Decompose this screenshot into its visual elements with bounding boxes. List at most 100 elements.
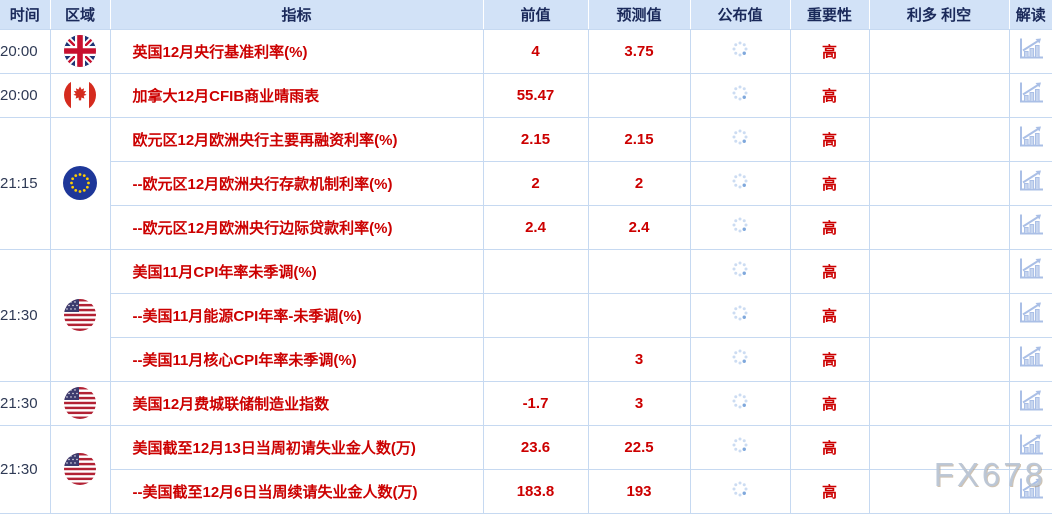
- forecast-value-cell: 2.4: [587, 204, 691, 250]
- time-cell: 20:00: [0, 72, 51, 118]
- indicator-cell: --美国截至12月6日当周续请失业金人数(万): [110, 468, 484, 514]
- interpretation-chart-button[interactable]: [1018, 477, 1044, 500]
- bar-chart-trend-icon: [1019, 213, 1044, 235]
- united-states-flag-icon: [64, 387, 96, 419]
- importance-cell: 高: [789, 292, 870, 338]
- bar-chart-trend-icon: [1019, 345, 1044, 367]
- interpretation-cell: [1008, 424, 1052, 470]
- importance-cell: 高: [789, 28, 870, 74]
- time-cell: 21:30: [0, 248, 51, 382]
- time-cell: 21:30: [0, 380, 51, 426]
- previous-value-cell: 4: [482, 28, 589, 74]
- forecast-value-cell: 3: [587, 380, 691, 426]
- col-header-published: 公布值: [689, 0, 790, 30]
- bullish-bearish-cell: [868, 204, 1010, 250]
- col-header-interpretation: 解读: [1008, 0, 1052, 30]
- bar-chart-trend-icon: [1019, 257, 1044, 279]
- loading-spinner-icon: [732, 173, 748, 188]
- importance-cell: 高: [789, 468, 870, 514]
- bar-chart-trend-icon: [1019, 169, 1044, 191]
- indicator-cell: 欧元区12月欧洲央行主要再融资利率(%): [109, 116, 484, 162]
- table-row: 21:30 美国11月CPI年率未季调(%) 高: [0, 248, 1052, 382]
- loading-spinner-icon: [732, 393, 748, 408]
- interpretation-chart-button[interactable]: [1018, 433, 1044, 456]
- forecast-value-cell: 22.5: [587, 424, 691, 470]
- table-row: --美国11月能源CPI年率-未季调(%) 高: [0, 292, 1052, 338]
- bar-chart-trend-icon: [1019, 81, 1044, 103]
- united-states-flag-icon: [64, 299, 96, 331]
- published-value-cell: [689, 248, 791, 294]
- region-cell: [49, 72, 111, 118]
- forecast-value-cell: 2.15: [587, 116, 691, 162]
- table-row: 20:00 英国12月央行基准利率(%) 4 3.75 高: [0, 28, 1052, 74]
- indicator-cell: 英国12月央行基准利率(%): [109, 28, 484, 74]
- bar-chart-trend-icon: [1019, 37, 1044, 59]
- interpretation-cell: [1008, 380, 1052, 426]
- loading-spinner-icon: [732, 41, 748, 56]
- interpretation-cell: [1008, 336, 1052, 382]
- loading-spinner-icon: [732, 261, 748, 276]
- table-row: --欧元区12月欧洲央行边际贷款利率(%) 2.4 2.4 高: [0, 204, 1052, 250]
- previous-value-cell: 2.15: [482, 116, 589, 162]
- importance-cell: 高: [789, 248, 870, 294]
- bullish-bearish-cell: [868, 380, 1010, 426]
- indicator-cell: 美国截至12月13日当周初请失业金人数(万): [109, 424, 484, 470]
- previous-value-cell: 2.4: [482, 204, 589, 250]
- indicator-cell: --欧元区12月欧洲央行存款机制利率(%): [110, 160, 484, 206]
- time-cell: 20:00: [0, 28, 51, 74]
- interpretation-chart-button[interactable]: [1018, 81, 1044, 104]
- forecast-value-cell: 3.75: [587, 28, 691, 74]
- bullish-bearish-cell: [868, 72, 1010, 118]
- table-row: --美国11月核心CPI年率未季调(%) 3 高: [0, 336, 1052, 382]
- interpretation-chart-button[interactable]: [1018, 213, 1044, 236]
- previous-value-cell: 23.6: [482, 424, 589, 470]
- interpretation-chart-button[interactable]: [1018, 389, 1044, 412]
- importance-cell: 高: [789, 380, 870, 426]
- col-header-bullish-bearish: 利多 利空: [868, 0, 1009, 30]
- united-states-flag-icon: [64, 453, 96, 485]
- bullish-bearish-cell: [868, 248, 1010, 294]
- canada-flag-icon: [64, 79, 96, 111]
- forecast-value-cell: 193: [587, 468, 691, 514]
- table-row: --欧元区12月欧洲央行存款机制利率(%) 2 2 高: [0, 160, 1052, 206]
- interpretation-chart-button[interactable]: [1018, 169, 1044, 192]
- col-header-importance: 重要性: [789, 0, 869, 30]
- interpretation-cell: [1008, 292, 1052, 338]
- published-value-cell: [689, 160, 791, 206]
- published-value-cell: [689, 380, 791, 426]
- header-row: 时间 区域 指标 前值 预测值 公布值 重要性 利多 利空 解读: [0, 0, 1052, 30]
- interpretation-chart-button[interactable]: [1018, 301, 1044, 324]
- published-value-cell: [689, 468, 791, 514]
- importance-cell: 高: [789, 116, 870, 162]
- table-row: --美国截至12月6日当周续请失业金人数(万) 183.8 193 高: [0, 468, 1052, 514]
- forecast-value-cell: [587, 72, 691, 118]
- interpretation-cell: [1008, 248, 1052, 294]
- col-header-region: 区域: [49, 0, 110, 30]
- region-cell: [49, 116, 111, 250]
- previous-value-cell: 183.8: [482, 468, 589, 514]
- published-value-cell: [689, 72, 791, 118]
- previous-value-cell: [482, 336, 589, 382]
- bar-chart-trend-icon: [1019, 433, 1044, 455]
- forecast-value-cell: [587, 248, 691, 294]
- col-header-forecast: 预测值: [587, 0, 690, 30]
- interpretation-chart-button[interactable]: [1018, 37, 1044, 60]
- previous-value-cell: [482, 248, 589, 294]
- previous-value-cell: -1.7: [482, 380, 589, 426]
- region-cell: [49, 380, 111, 426]
- interpretation-cell: [1008, 116, 1052, 162]
- indicator-cell: --美国11月能源CPI年率-未季调(%): [110, 292, 484, 338]
- importance-cell: 高: [789, 424, 870, 470]
- previous-value-cell: 2: [482, 160, 589, 206]
- time-cell: 21:15: [0, 116, 51, 250]
- interpretation-cell: [1008, 468, 1052, 514]
- interpretation-chart-button[interactable]: [1018, 345, 1044, 368]
- table-row: 21:30 美国截至12月13日当周初请失业金人数(万) 23.6 22.5 高: [0, 424, 1052, 514]
- eurozone-flag-icon: [63, 166, 97, 200]
- bar-chart-trend-icon: [1019, 301, 1044, 323]
- interpretation-chart-button[interactable]: [1018, 125, 1044, 148]
- interpretation-chart-button[interactable]: [1018, 257, 1044, 280]
- loading-spinner-icon: [732, 437, 748, 452]
- col-header-previous: 前值: [482, 0, 588, 30]
